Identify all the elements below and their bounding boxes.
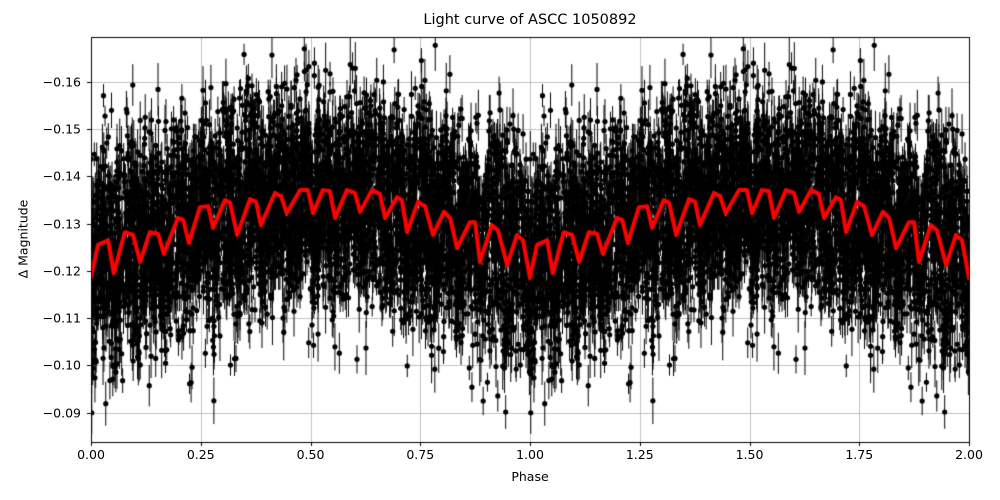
x-tick-label: 0.00: [77, 447, 105, 462]
y-tick-label: −0.09: [42, 405, 81, 421]
x-tick-label: 1.50: [735, 447, 764, 462]
chart-title: Light curve of ASCC 1050892: [423, 12, 637, 28]
x-tick-label: 0.50: [296, 447, 325, 462]
y-tick-label: −0.10: [42, 357, 81, 373]
x-tick-label: 1.25: [625, 447, 654, 462]
x-tick-label: 0.75: [406, 447, 435, 462]
x-tick-label: 0.25: [186, 447, 215, 462]
y-tick-label: −0.15: [42, 121, 81, 137]
y-tick-label: −0.12: [42, 263, 81, 279]
x-tick-label: 1.00: [516, 447, 544, 462]
y-tick-label: −0.11: [42, 310, 81, 326]
y-tick-label: −0.14: [42, 168, 81, 184]
y-tick-label: −0.13: [42, 216, 81, 232]
x-tick-label: 1.75: [845, 447, 874, 462]
y-tick-label: −0.16: [42, 74, 81, 90]
x-tick-label: 2.00: [955, 447, 983, 462]
x-axis-label: Phase: [511, 469, 549, 484]
y-axis-label: Δ Magnitude: [15, 199, 31, 279]
